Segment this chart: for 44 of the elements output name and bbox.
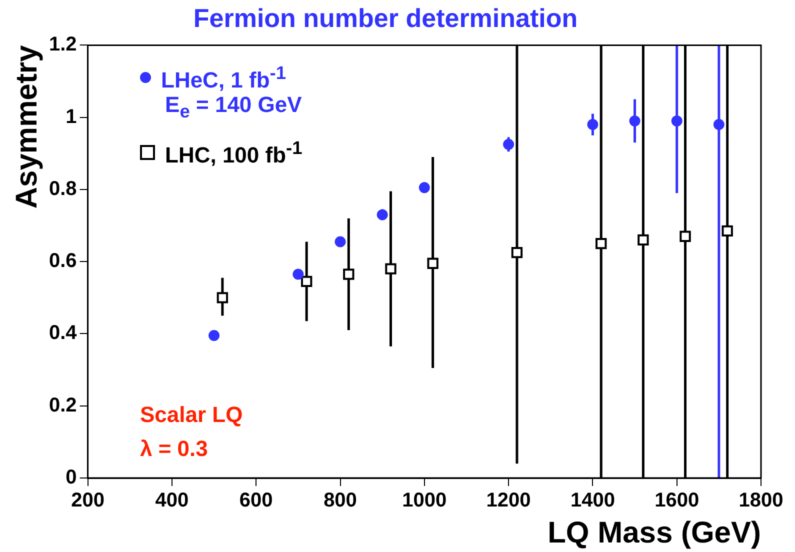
y-tick-label: 0.8 [48,178,77,200]
point [334,236,346,248]
x-tick-label: 200 [71,490,104,512]
y-tick-label: 0.4 [48,322,78,344]
y-tick-label: 1.2 [48,34,77,56]
y-tick-label: 0.6 [48,250,77,272]
point [376,209,388,220]
x-axis-title: LQ Mass (GeV) [548,516,761,550]
y-axis-title: Asymmetry [10,44,44,209]
point [208,330,220,342]
annotation: E$_{e}$ = 140 GeV [165,92,302,122]
x-tick-label: 800 [324,490,357,512]
point [216,292,228,304]
point [427,258,438,269]
x-tick-label: 1800 [738,490,784,512]
point [511,246,523,258]
x-tick-label: 600 [239,490,273,512]
legend-label: LHC, 100 fb$^{-1}$ [165,137,302,169]
x-tick-label: 1400 [570,490,615,512]
y-tick-label: 0 [66,466,77,489]
y-tick-label: 1 [66,106,77,128]
point [343,268,354,280]
x-tick-label: 400 [155,490,189,512]
point [300,276,312,288]
point [722,225,733,237]
point [418,182,430,194]
legend-label: LHeC, 1 fb$^{-1}$ [161,62,286,94]
point [680,230,691,242]
point [596,238,607,250]
x-tick-label: 1600 [654,490,700,512]
point [671,115,682,126]
point [629,115,640,126]
point [292,268,304,280]
point [713,119,724,130]
chart-title: Fermion number determination [193,2,578,33]
x-tick-label: 1200 [486,490,531,512]
annotation: λ = 0.3 [140,436,208,462]
point [638,234,649,246]
y-tick-label: 0.2 [48,394,77,416]
x-tick-label: 1000 [402,490,447,512]
point [587,119,598,130]
annotation: Scalar LQ [140,402,243,428]
point [385,263,396,274]
point [503,138,514,150]
